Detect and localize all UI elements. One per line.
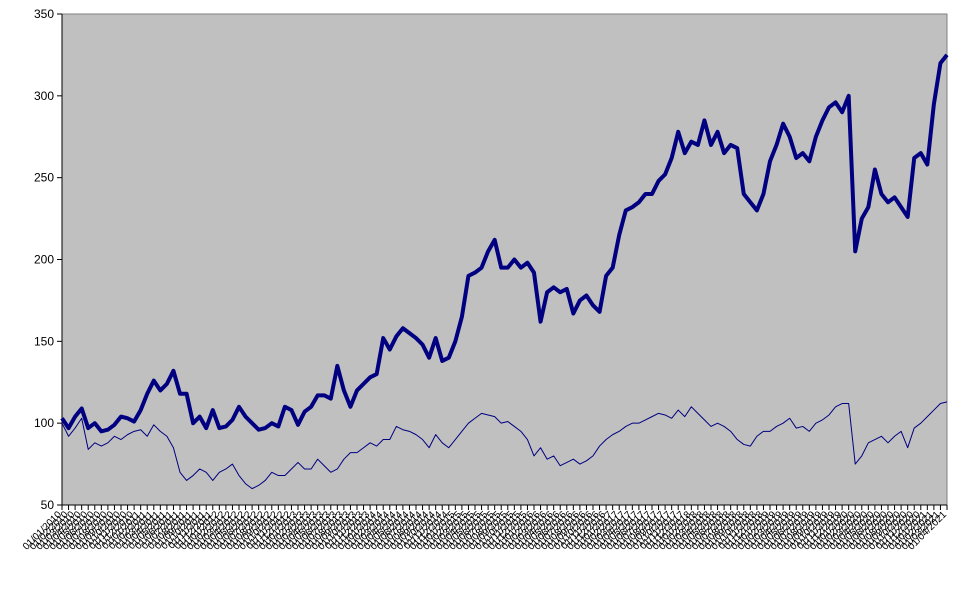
- y-tick-label: 250: [34, 171, 54, 185]
- plot-area: [61, 13, 948, 506]
- series-line: [60, 53, 949, 434]
- y-tick-label: 200: [34, 253, 54, 267]
- y-tick-label: 100: [34, 416, 54, 430]
- y-tick-label: 300: [34, 89, 54, 103]
- y-tick-label: 350: [34, 7, 54, 21]
- y-tick-label: 150: [34, 334, 54, 348]
- series-line: [61, 401, 948, 490]
- y-tick-label: 50: [41, 498, 55, 512]
